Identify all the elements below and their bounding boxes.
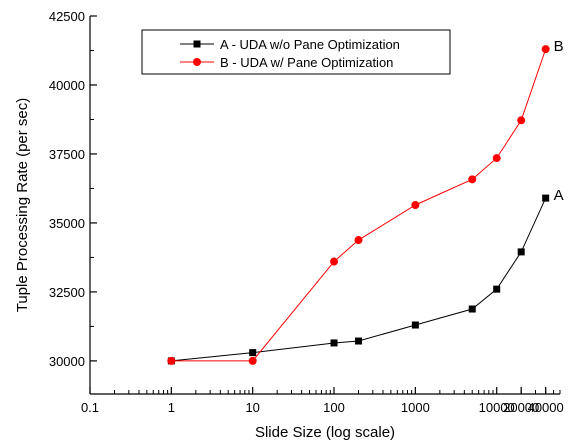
y-tick-label: 35000	[49, 216, 85, 231]
series-A: A	[167, 187, 564, 365]
data-point	[355, 337, 363, 345]
legend-item-A: A - UDA w/o Pane Optimization	[180, 37, 400, 52]
legend-box	[141, 29, 451, 75]
x-tick-label: 40000	[528, 400, 564, 415]
series-layer: AB	[167, 38, 564, 365]
data-point	[517, 116, 526, 125]
data-point	[411, 321, 419, 329]
x-tick-label: 1000	[401, 400, 430, 415]
series-end-label: B	[554, 38, 564, 55]
y-tick-label: 40000	[49, 78, 85, 93]
x-tick-label: 20000	[503, 400, 539, 415]
data-point	[249, 349, 257, 357]
y-tick-label: 42500	[49, 9, 85, 24]
data-point	[468, 175, 477, 184]
data-point	[354, 236, 363, 245]
legend-item-B: B - UDA w/ Pane Optimization	[180, 55, 393, 70]
data-point	[517, 248, 525, 256]
y-tick-label: 37500	[49, 147, 85, 162]
data-point	[493, 285, 501, 293]
legend-label: A - UDA w/o Pane Optimization	[220, 37, 400, 52]
legend-marker	[193, 58, 201, 66]
x-axis-label: Slide Size (log scale)	[255, 424, 395, 441]
x-tick-label: 10	[245, 400, 259, 415]
data-point	[468, 305, 476, 313]
series-line	[171, 197, 547, 362]
legend-marker	[193, 40, 201, 48]
data-point	[330, 257, 339, 266]
axes: 0.1 1 10 100 1000 100002000040000300003250035…	[49, 9, 564, 415]
data-point	[542, 194, 550, 202]
series-end-label: A	[554, 187, 564, 204]
data-point	[492, 154, 501, 163]
legend: A - UDA w/o Pane Optimization B - UDA w/ …	[141, 29, 451, 75]
x-tick-label: 100	[323, 400, 345, 415]
x-tick-label: 1	[168, 400, 175, 415]
data-point	[541, 45, 550, 54]
y-tick-label: 30000	[49, 354, 85, 369]
y-tick-label: 32500	[49, 285, 85, 300]
data-point	[330, 339, 338, 347]
data-point	[167, 356, 176, 365]
series-line	[171, 48, 547, 362]
series-B: B	[167, 38, 564, 365]
data-point	[248, 356, 257, 365]
legend-label: B - UDA w/ Pane Optimization	[220, 55, 393, 70]
x-tick-label: 0.1	[81, 400, 99, 415]
y-axis-label: Tuple Processing Rate (per sec)	[14, 98, 31, 313]
data-point	[411, 201, 420, 209]
x-tick-label: 10000	[479, 400, 515, 415]
